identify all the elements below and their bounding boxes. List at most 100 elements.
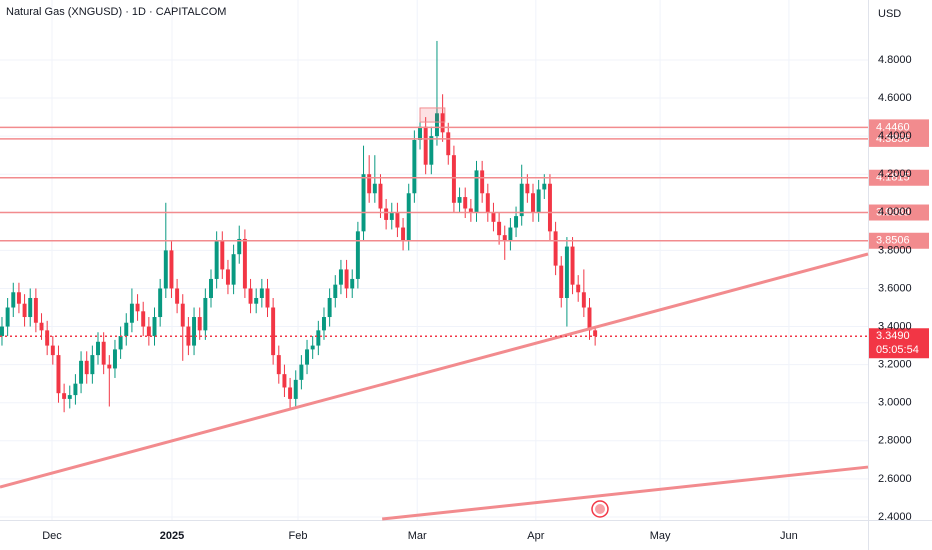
- candle-body: [175, 288, 180, 304]
- candle-body: [322, 317, 326, 331]
- candle-body: [209, 278, 213, 298]
- x-tick-label: Feb: [289, 530, 308, 542]
- candle-body: [5, 307, 10, 327]
- y-tick-label: 3.6000: [878, 282, 912, 294]
- candle-body: [225, 269, 230, 285]
- candle-body: [485, 193, 490, 213]
- candle-body: [146, 326, 151, 337]
- candle-body: [152, 317, 157, 337]
- y-tick-label: 4.0000: [878, 206, 912, 218]
- level-label: 4.1815: [876, 172, 910, 184]
- y-tick-label: 4.6000: [878, 92, 912, 104]
- candle-body: [559, 265, 564, 298]
- candle-body: [124, 322, 129, 337]
- candle-body: [118, 336, 123, 350]
- candle-body: [112, 349, 117, 369]
- plot: [0, 40, 598, 413]
- candle-body: [265, 288, 270, 308]
- trendline: [382, 465, 869, 521]
- level-label-box: [869, 232, 929, 249]
- candle-body: [446, 132, 451, 156]
- x-tick-label: Jun: [780, 530, 798, 542]
- candle-body: [525, 183, 530, 194]
- candle-body: [67, 395, 72, 399]
- candle-body: [570, 246, 575, 285]
- candle-body: [248, 288, 253, 304]
- candle-body: [401, 227, 406, 241]
- candle-body: [33, 297, 38, 323]
- candle-body: [45, 330, 50, 346]
- candle-body: [536, 189, 541, 213]
- candle-body: [434, 113, 439, 137]
- candle-body: [497, 221, 502, 236]
- x-tick-label: May: [650, 530, 671, 542]
- candle-body: [305, 349, 310, 365]
- y-tick-label: 4.4000: [878, 130, 912, 142]
- candle-body: [389, 212, 394, 220]
- candle-body: [418, 126, 422, 140]
- candle-body: [593, 330, 598, 337]
- candle-body: [73, 383, 78, 396]
- candle-body: [28, 297, 33, 318]
- x-tick-label: Mar: [408, 530, 427, 542]
- candle-body: [384, 208, 389, 220]
- candle-body: [22, 303, 27, 318]
- candle-body: [547, 183, 552, 232]
- level-label: 4.4460: [876, 121, 910, 133]
- candle-body: [231, 254, 236, 285]
- candle-body: [468, 208, 473, 213]
- level-label: 4.3856: [876, 133, 910, 145]
- candle-body: [463, 197, 468, 209]
- candle-body: [412, 139, 417, 194]
- candle-body: [220, 240, 225, 270]
- candle-body: [237, 238, 242, 255]
- level-label-box: [869, 204, 929, 221]
- level-label: 3.8506: [876, 235, 910, 247]
- candle-body: [581, 292, 586, 308]
- last-price-box: [869, 328, 929, 359]
- candle-body: [242, 238, 247, 289]
- candle-body: [480, 170, 485, 194]
- candle-body: [50, 345, 55, 356]
- candle-body: [39, 322, 44, 331]
- candle-body: [576, 284, 581, 293]
- candle-body: [158, 288, 163, 318]
- candle-body: [491, 212, 496, 222]
- candle-body: [333, 284, 338, 298]
- candle-body: [0, 326, 4, 337]
- candle-body: [135, 303, 140, 312]
- candle-body: [316, 330, 321, 346]
- candle-body: [141, 311, 146, 327]
- currency: USD: [878, 8, 901, 20]
- candle-body: [378, 183, 383, 209]
- candle-body: [101, 341, 106, 365]
- y-tick-label: 2.8000: [878, 435, 912, 447]
- candle-body: [271, 307, 276, 356]
- candle-body: [310, 345, 315, 350]
- candle-body: [451, 155, 456, 203]
- y-tick-label: 3.4000: [878, 320, 912, 332]
- candle-body: [395, 212, 400, 228]
- candle-body: [542, 183, 547, 190]
- candle-body: [96, 341, 100, 356]
- candle-body: [299, 364, 304, 380]
- x-tick-label: 2025: [160, 530, 184, 542]
- last-price-label: 3.3490: [876, 330, 910, 342]
- candle-body: [406, 193, 411, 241]
- candle-body: [56, 355, 61, 394]
- candle-body: [474, 170, 479, 213]
- x-tick-label: Apr: [527, 530, 544, 542]
- candle-body: [254, 297, 259, 304]
- candle-body: [11, 292, 16, 308]
- candle-body: [16, 292, 21, 304]
- candle-body: [107, 364, 112, 369]
- level-label-box: [869, 169, 929, 186]
- candle-body: [508, 227, 513, 241]
- candle-body: [259, 288, 264, 298]
- candle-body: [90, 355, 95, 375]
- candle-body: [367, 174, 372, 194]
- candle-body: [355, 231, 360, 279]
- candle-body: [457, 197, 462, 203]
- candle-body: [84, 360, 89, 375]
